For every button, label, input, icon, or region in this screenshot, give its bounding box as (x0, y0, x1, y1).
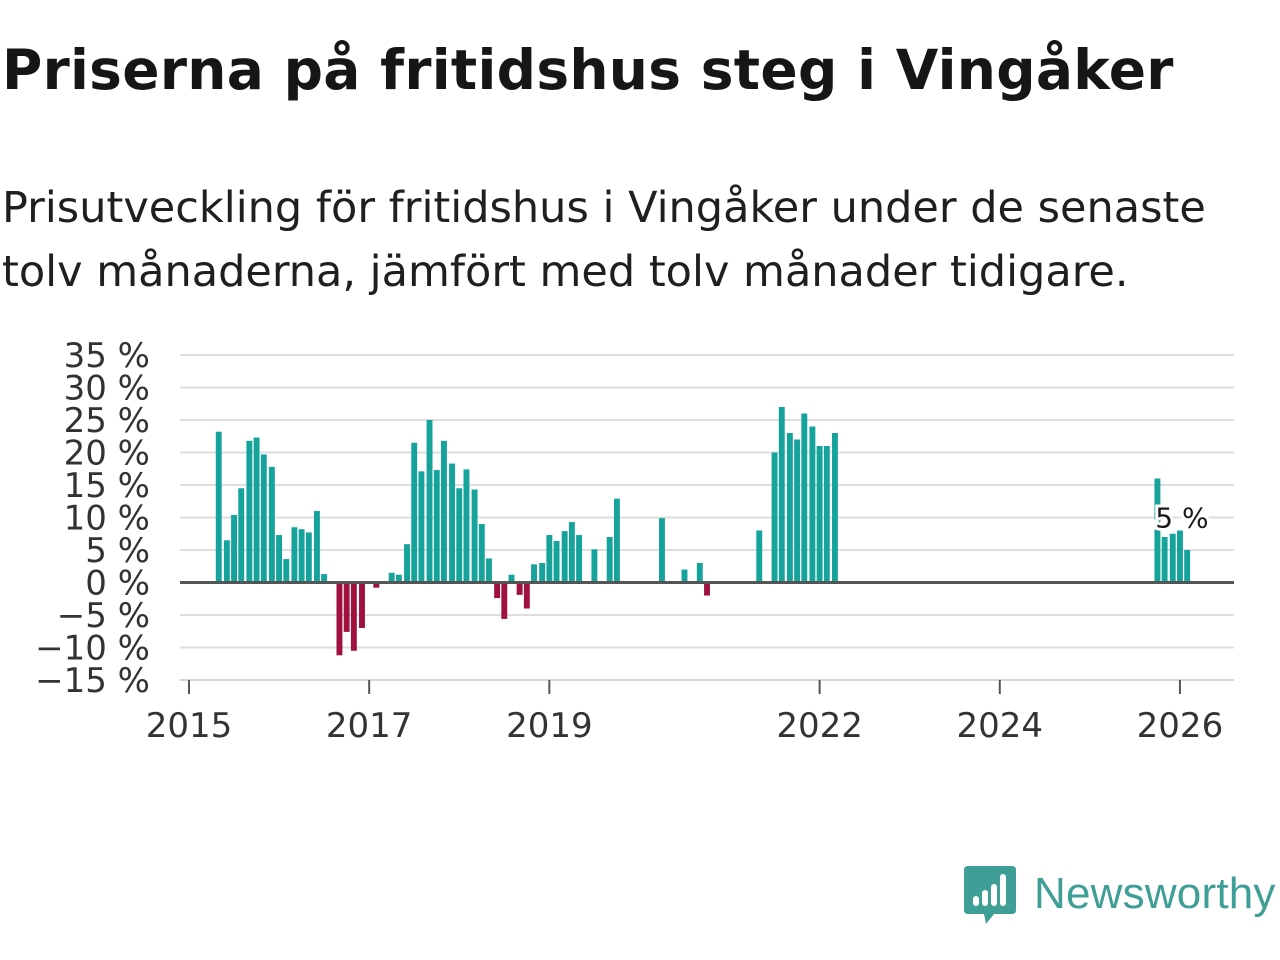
bar-positive (298, 529, 305, 583)
bar-positive (388, 572, 395, 583)
bar-positive (613, 498, 620, 583)
bar-positive (591, 549, 598, 583)
bar-positive (831, 433, 838, 583)
y-tick-label: −15 % (35, 661, 150, 701)
bar-negative (350, 582, 357, 651)
bar-positive (456, 488, 463, 583)
y-tick-label: 35 % (64, 336, 150, 376)
y-tick-label: 20 % (64, 434, 150, 474)
bar-positive (404, 544, 410, 583)
bar-positive (1169, 533, 1176, 583)
annotations: 5 % (1152, 499, 1211, 538)
bar-positive (433, 470, 440, 583)
bar-positive (778, 407, 785, 583)
bar-negative (516, 582, 523, 595)
bar-positive (568, 522, 575, 583)
brand-name: Newsworthy (1034, 869, 1276, 918)
bar-positive (823, 446, 830, 583)
bar-negative (373, 582, 380, 588)
bar-positive (531, 564, 537, 583)
newsworthy-logo: Newsworthy (964, 866, 1276, 926)
bar-positive (305, 532, 312, 583)
x-tick-label: 2024 (957, 706, 1044, 740)
bar-positive (1184, 550, 1191, 583)
bar-positive (291, 527, 298, 583)
y-tick-label: −10 % (35, 629, 150, 669)
x-tick-label: 2017 (326, 706, 413, 740)
bar-positive (449, 463, 456, 583)
bar-positive (268, 466, 275, 583)
bar-positive (681, 569, 688, 583)
bar-negative (336, 582, 343, 656)
bar-positive (1161, 537, 1168, 583)
bar-positive (276, 535, 283, 583)
bar-positive (696, 563, 703, 583)
bar-positive (1154, 478, 1161, 583)
bar-positive (794, 439, 801, 583)
bar-positive (215, 431, 222, 583)
y-tick-label: 30 % (64, 369, 150, 409)
newsworthy-logo-icon (964, 866, 1016, 924)
bar-positive (441, 440, 447, 583)
bar-positive (395, 574, 402, 583)
y-tick-label: −5 % (57, 596, 150, 636)
price-change-bar-chart: 35 %30 %25 %20 %15 %10 %5 %0 %−5 %−10 %−… (35, 336, 1234, 740)
latest-value-label: 5 % (1155, 502, 1208, 535)
y-tick-label: 5 % (85, 531, 150, 571)
bar-positive (756, 530, 763, 583)
bar-positive (231, 514, 238, 583)
bar-positive (283, 559, 290, 583)
bar-negative (704, 582, 710, 596)
bar-positive (321, 574, 328, 583)
bar-negative (523, 582, 530, 609)
bar-positive (418, 471, 425, 583)
bar-positive (809, 426, 816, 583)
bar-positive (253, 437, 260, 583)
bar-positive (539, 563, 546, 583)
bars (215, 407, 1191, 656)
axes (180, 581, 1234, 681)
y-tick-label: 15 % (64, 466, 150, 506)
bar-negative (494, 582, 501, 599)
chart-subtitle: Prisutveckling för fritidshus i Vingåker… (2, 183, 1206, 297)
bar-positive (1177, 530, 1183, 583)
x-axis-ticks: 2015 2017 2019 2022 2024 2026 (146, 680, 1223, 740)
y-axis-tick-labels: 35 %30 %25 %20 %15 %10 %5 %0 %−5 %−10 %−… (35, 336, 150, 701)
bar-positive (553, 540, 560, 583)
bar-positive (606, 537, 613, 583)
bar-positive (508, 574, 515, 583)
bar-negative (501, 582, 508, 619)
bar-negative (343, 582, 350, 632)
bar-negative (359, 582, 365, 628)
chart-title: Priserna på fritidshus steg i Vingåker (2, 38, 1174, 102)
bar-positive (246, 440, 253, 583)
bar-positive (486, 558, 492, 583)
bar-positive (471, 489, 478, 583)
bar-positive (786, 433, 793, 583)
bar-positive (771, 452, 778, 583)
bar-positive (659, 518, 665, 583)
y-tick-label: 0 % (85, 564, 150, 604)
x-tick-label: 2015 (146, 706, 233, 740)
bar-positive (576, 535, 583, 583)
bar-positive (546, 535, 553, 583)
y-tick-label: 10 % (64, 499, 150, 539)
bar-positive (463, 469, 470, 583)
y-tick-label: 25 % (64, 401, 150, 441)
x-tick-label: 2022 (776, 706, 863, 740)
bar-positive (238, 488, 245, 583)
bar-positive (313, 511, 320, 583)
bar-positive (816, 446, 823, 583)
bar-positive (260, 454, 267, 583)
bar-positive (478, 524, 485, 583)
bar-positive (223, 540, 230, 583)
x-tick-label: 2026 (1137, 706, 1224, 740)
x-tick-label: 2019 (506, 706, 593, 740)
bar-positive (561, 531, 568, 583)
bar-positive (411, 442, 418, 583)
bar-positive (801, 413, 808, 583)
bar-positive (426, 420, 433, 583)
